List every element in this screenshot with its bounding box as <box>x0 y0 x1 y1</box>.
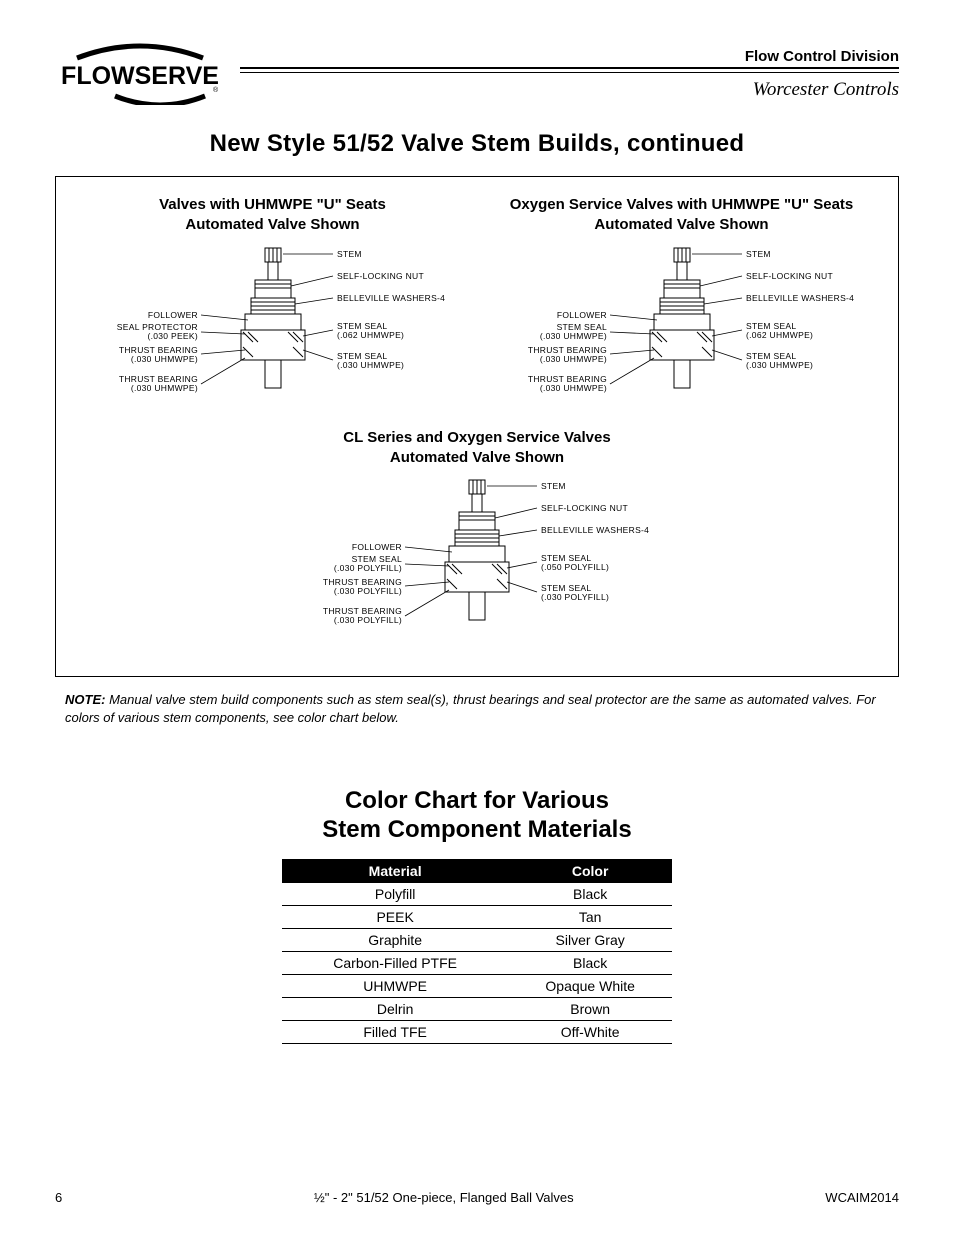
color-chart-table: Material Color PolyfillBlackPEEKTanGraph… <box>282 859 672 1044</box>
table-row: Carbon-Filled PTFEBlack <box>282 951 672 974</box>
page-footer: 6 ½" - 2" 51/52 One-piece, Flanged Ball … <box>55 1190 899 1205</box>
footer-page-number: 6 <box>55 1190 62 1205</box>
color-cell: Tan <box>508 905 672 928</box>
material-cell: UHMWPE <box>282 974 508 997</box>
valve-stem-diagram-3: FOLLOWER STEM SEAL (.030 POLYFILL) THRUS… <box>277 474 677 654</box>
diagram-1: Valves with UHMWPE "U" Seats Automated V… <box>68 195 477 422</box>
svg-text:(.030 UHMWPE): (.030 UHMWPE) <box>130 383 197 393</box>
svg-text:®: ® <box>213 86 219 94</box>
svg-text:(.030 UHMWPE): (.030 UHMWPE) <box>746 360 813 370</box>
color-cell: Black <box>508 883 672 906</box>
svg-text:(.030 POLYFILL): (.030 POLYFILL) <box>541 592 609 602</box>
d1-follower-label: FOLLOWER <box>147 310 197 320</box>
d3-follower-label: FOLLOWER <box>352 542 402 552</box>
color-table-header-color: Color <box>508 859 672 883</box>
color-cell: Brown <box>508 997 672 1020</box>
svg-text:(.030 PEEK): (.030 PEEK) <box>147 331 198 341</box>
d1-nut-label: SELF-LOCKING NUT <box>337 271 424 281</box>
d2-stem-label: STEM <box>746 249 771 259</box>
d1-stem-label: STEM <box>337 249 362 259</box>
division-label: Flow Control Division <box>240 48 899 65</box>
table-row: PolyfillBlack <box>282 883 672 906</box>
table-row: PEEKTan <box>282 905 672 928</box>
svg-text:(.030 POLYFILL): (.030 POLYFILL) <box>334 586 402 596</box>
diagram-3-title-line2: Automated Valve Shown <box>390 449 564 466</box>
valve-stem-diagram-2: FOLLOWER STEM SEAL (.030 UHMWPE) THRUST … <box>482 242 882 422</box>
d3-washers-label: BELLEVILLE WASHERS-4 <box>541 525 649 535</box>
material-cell: Polyfill <box>282 883 508 906</box>
diagram-1-title-line1: Valves with UHMWPE "U" Seats <box>159 196 386 213</box>
svg-text:FLOWSERVE: FLOWSERVE <box>61 62 219 90</box>
color-cell: Opaque White <box>508 974 672 997</box>
d2-washers-label: BELLEVILLE WASHERS-4 <box>746 293 854 303</box>
color-chart-title-l2: Stem Component Materials <box>322 816 631 843</box>
subbrand-label: Worcester Controls <box>240 79 899 101</box>
svg-text:(.062 UHMWPE): (.062 UHMWPE) <box>746 330 813 340</box>
d1-washers-label: BELLEVILLE WASHERS-4 <box>337 293 445 303</box>
svg-text:(.062 UHMWPE): (.062 UHMWPE) <box>337 330 404 340</box>
material-cell: Filled TFE <box>282 1020 508 1043</box>
svg-text:(.050 POLYFILL): (.050 POLYFILL) <box>541 562 609 572</box>
note-label: NOTE: <box>65 692 105 707</box>
table-row: Filled TFEOff-White <box>282 1020 672 1043</box>
material-cell: Delrin <box>282 997 508 1020</box>
header-rule-thick <box>240 67 899 69</box>
table-row: UHMWPEOpaque White <box>282 974 672 997</box>
diagram-3: CL Series and Oxygen Service Valves Auto… <box>267 428 687 655</box>
d3-nut-label: SELF-LOCKING NUT <box>541 503 628 513</box>
svg-text:(.030 POLYFILL): (.030 POLYFILL) <box>334 563 402 573</box>
material-cell: Carbon-Filled PTFE <box>282 951 508 974</box>
diagram-container: Valves with UHMWPE "U" Seats Automated V… <box>55 176 899 677</box>
diagram-2: Oxygen Service Valves with UHMWPE "U" Se… <box>477 195 886 422</box>
color-table-header-material: Material <box>282 859 508 883</box>
page-header: FLOWSERVE ® Flow Control Division Worces… <box>55 40 899 105</box>
material-cell: Graphite <box>282 928 508 951</box>
d2-nut-label: SELF-LOCKING NUT <box>746 271 833 281</box>
note-text: Manual valve stem build components such … <box>65 692 876 725</box>
table-row: DelrinBrown <box>282 997 672 1020</box>
svg-text:(.030 UHMWPE): (.030 UHMWPE) <box>130 354 197 364</box>
svg-text:(.030 UHMWPE): (.030 UHMWPE) <box>539 383 606 393</box>
page-title: New Style 51/52 Valve Stem Builds, conti… <box>55 130 899 158</box>
valve-stem-diagram-1: FOLLOWER SEAL PROTECTOR (.030 PEEK) THRU… <box>73 242 473 422</box>
diagram-2-title-line2: Automated Valve Shown <box>594 216 768 233</box>
flowserve-logo: FLOWSERVE ® <box>55 40 225 105</box>
header-rule-thin <box>240 72 899 73</box>
material-cell: PEEK <box>282 905 508 928</box>
d2-follower-label: FOLLOWER <box>556 310 606 320</box>
footer-doc-id: WCAIM2014 <box>825 1190 899 1205</box>
color-chart-title-l1: Color Chart for Various <box>345 787 609 814</box>
note-block: NOTE: Manual valve stem build components… <box>65 691 889 727</box>
diagram-1-title-line2: Automated Valve Shown <box>185 216 359 233</box>
table-row: GraphiteSilver Gray <box>282 928 672 951</box>
d3-stem-label: STEM <box>541 481 566 491</box>
color-cell: Silver Gray <box>508 928 672 951</box>
diagram-3-title-line1: CL Series and Oxygen Service Valves <box>343 429 610 446</box>
color-chart-section: Color Chart for Various Stem Component M… <box>55 787 899 1044</box>
color-cell: Black <box>508 951 672 974</box>
footer-center-text: ½" - 2" 51/52 One-piece, Flanged Ball Va… <box>314 1190 574 1205</box>
svg-text:(.030 UHMWPE): (.030 UHMWPE) <box>539 354 606 364</box>
svg-text:(.030 POLYFILL): (.030 POLYFILL) <box>334 615 402 625</box>
diagram-2-title-line1: Oxygen Service Valves with UHMWPE "U" Se… <box>510 196 854 213</box>
svg-text:(.030 UHMWPE): (.030 UHMWPE) <box>337 360 404 370</box>
header-right: Flow Control Division Worcester Controls <box>240 40 899 101</box>
svg-text:(.030 UHMWPE): (.030 UHMWPE) <box>539 331 606 341</box>
color-cell: Off-White <box>508 1020 672 1043</box>
